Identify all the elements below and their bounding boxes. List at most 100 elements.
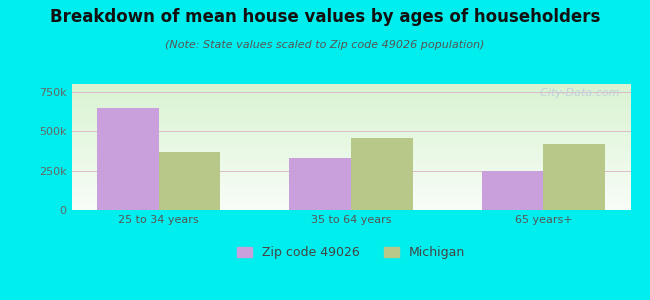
Bar [72, 128, 630, 129]
Bar [72, 93, 630, 94]
Bar [72, 149, 630, 151]
Bar [72, 196, 630, 197]
Bar [72, 171, 630, 172]
Bar [72, 88, 630, 89]
Bar [351, 138, 413, 210]
Bar [72, 89, 630, 90]
Bar [72, 105, 630, 107]
Bar [72, 168, 630, 170]
Bar [72, 153, 630, 154]
Bar [72, 192, 630, 194]
Bar [72, 85, 630, 86]
Bar [72, 100, 630, 102]
Bar [72, 187, 630, 189]
Bar [72, 180, 630, 181]
Bar [72, 148, 630, 149]
Bar [72, 110, 630, 112]
Bar [72, 123, 630, 124]
Bar [159, 152, 220, 210]
Bar [72, 166, 630, 167]
Text: Breakdown of mean house values by ages of householders: Breakdown of mean house values by ages o… [50, 8, 600, 26]
Bar [72, 141, 630, 142]
Bar [72, 97, 630, 98]
Bar [72, 197, 630, 199]
Bar [72, 152, 630, 153]
Bar [72, 195, 630, 196]
Bar [72, 185, 630, 186]
Bar [72, 94, 630, 95]
Legend: Zip code 49026, Michigan: Zip code 49026, Michigan [231, 241, 471, 264]
Bar [72, 134, 630, 136]
Bar [72, 186, 630, 187]
Bar [72, 136, 630, 137]
Bar [72, 127, 630, 128]
Bar [72, 194, 630, 195]
Bar [72, 147, 630, 148]
Bar [72, 140, 630, 141]
Bar [72, 177, 630, 178]
Bar [72, 132, 630, 133]
Bar [72, 86, 630, 88]
Text: (Note: State values scaled to Zip code 49026 population): (Note: State values scaled to Zip code 4… [165, 40, 485, 50]
Bar [72, 161, 630, 162]
Bar [72, 137, 630, 138]
Bar [72, 154, 630, 156]
Bar [72, 156, 630, 157]
Bar [72, 129, 630, 130]
Bar [72, 206, 630, 208]
Bar [72, 200, 630, 201]
Bar [72, 208, 630, 209]
Bar [72, 164, 630, 165]
Bar [72, 170, 630, 171]
Bar [72, 104, 630, 105]
Bar [72, 116, 630, 117]
Bar [72, 157, 630, 158]
Bar [72, 165, 630, 166]
Bar [72, 112, 630, 113]
Bar [72, 202, 630, 204]
Bar [72, 99, 630, 100]
Bar [72, 118, 630, 119]
Bar [482, 171, 543, 210]
Bar [72, 184, 630, 185]
Bar [72, 130, 630, 132]
Bar [72, 175, 630, 176]
Bar [72, 173, 630, 175]
Bar [72, 172, 630, 173]
Bar [72, 92, 630, 93]
Bar [72, 90, 630, 92]
Bar [72, 162, 630, 164]
Bar [72, 142, 630, 143]
Bar [72, 109, 630, 110]
Bar [72, 190, 630, 191]
Bar [72, 205, 630, 206]
Bar [72, 182, 630, 184]
Bar [72, 103, 630, 104]
Bar [72, 84, 630, 85]
Bar [72, 121, 630, 122]
Text: City-Data.com: City-Data.com [533, 88, 619, 98]
Bar [72, 119, 630, 121]
Bar [72, 126, 630, 127]
Bar [97, 108, 159, 210]
Bar [72, 204, 630, 205]
Bar [72, 201, 630, 202]
Bar [289, 158, 351, 210]
Bar [72, 189, 630, 190]
Bar [72, 98, 630, 99]
Bar [72, 145, 630, 146]
Bar [72, 199, 630, 200]
Bar [72, 113, 630, 114]
Bar [72, 151, 630, 152]
Bar [72, 95, 630, 97]
Bar [72, 133, 630, 134]
Bar [72, 102, 630, 103]
Bar [72, 138, 630, 140]
Bar [72, 209, 630, 210]
Bar [72, 158, 630, 160]
Bar [72, 160, 630, 161]
Bar [72, 124, 630, 126]
Bar [72, 117, 630, 118]
Bar [72, 176, 630, 177]
Bar [72, 108, 630, 109]
